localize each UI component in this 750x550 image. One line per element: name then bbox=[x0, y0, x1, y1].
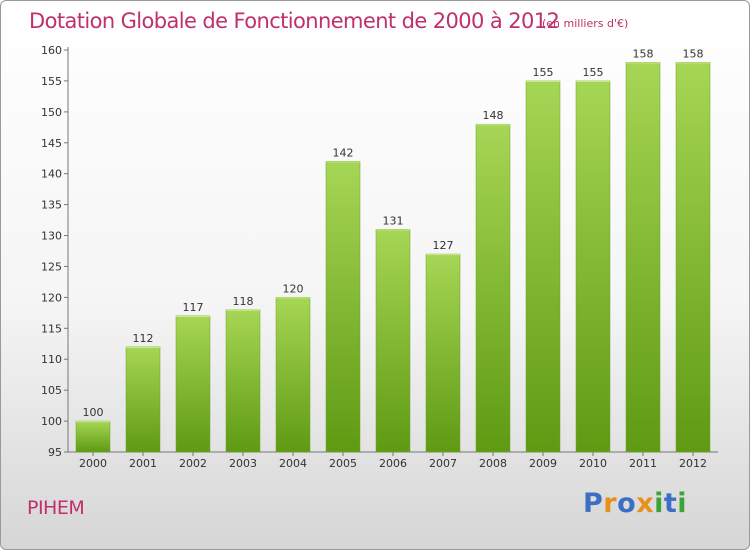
bar-2004 bbox=[275, 297, 311, 453]
y-tick-label: 110 bbox=[41, 353, 62, 366]
bar-2008 bbox=[475, 123, 511, 453]
bar-2007 bbox=[425, 253, 461, 453]
bar-2012 bbox=[675, 62, 711, 453]
x-tick-label: 2008 bbox=[479, 457, 507, 470]
data-label: 131 bbox=[383, 214, 404, 227]
bar-2011 bbox=[625, 62, 661, 453]
y-tick-label: 100 bbox=[41, 415, 62, 428]
chart-axes: 95 100 105 110 115 120 125 130 135 140 145 150 155 16… bbox=[41, 44, 718, 470]
chart-title: Dotation Globale de Fonctionnement de 20… bbox=[29, 9, 560, 33]
y-tick-label: 155 bbox=[41, 75, 62, 88]
proxiti-logo[interactable]: Proxiti bbox=[583, 488, 687, 519]
chart-subtitle: (en milliers d'€) bbox=[542, 17, 629, 30]
data-label: 155 bbox=[583, 66, 604, 79]
logo-letter: i bbox=[677, 488, 688, 519]
x-tick-label: 2010 bbox=[579, 457, 607, 470]
y-tick-label: 95 bbox=[48, 446, 62, 459]
data-label: 127 bbox=[433, 239, 454, 252]
y-tick-label: 105 bbox=[41, 384, 62, 397]
logo-letter: P bbox=[583, 488, 604, 519]
x-tick-label: 2002 bbox=[179, 457, 207, 470]
bar-2010 bbox=[575, 80, 611, 453]
data-label: 117 bbox=[183, 301, 204, 314]
commune-name: PIHEM bbox=[27, 497, 85, 519]
bar-2006 bbox=[375, 229, 411, 453]
data-label: 100 bbox=[83, 406, 104, 419]
logo-letter: x bbox=[636, 488, 655, 519]
data-label: 155 bbox=[533, 66, 554, 79]
y-tick-label: 125 bbox=[41, 260, 62, 273]
bar-2005 bbox=[325, 161, 361, 453]
bar-2000 bbox=[75, 420, 111, 453]
y-tick-label: 135 bbox=[41, 199, 62, 212]
logo-letter: i bbox=[654, 488, 664, 519]
data-label: 120 bbox=[283, 282, 304, 295]
y-tick-label: 145 bbox=[41, 137, 62, 150]
data-label: 158 bbox=[633, 47, 654, 60]
x-tick-label: 2001 bbox=[129, 457, 157, 470]
y-tick-label: 120 bbox=[41, 291, 62, 304]
x-tick-label: 2005 bbox=[329, 457, 357, 470]
data-label: 158 bbox=[683, 47, 704, 60]
x-tick-label: 2004 bbox=[279, 457, 307, 470]
logo-letter: r bbox=[603, 488, 618, 519]
bar-2002 bbox=[175, 315, 211, 453]
x-tick-label: 2011 bbox=[629, 457, 657, 470]
logo-letter: t bbox=[663, 488, 678, 519]
x-tick-label: 2009 bbox=[529, 457, 557, 470]
data-label: 148 bbox=[483, 109, 504, 122]
data-label: 112 bbox=[133, 332, 154, 345]
y-tick-label: 140 bbox=[41, 168, 62, 181]
bar-2001 bbox=[125, 346, 161, 453]
data-label: 142 bbox=[333, 146, 354, 159]
bar-2003 bbox=[225, 309, 261, 453]
y-tick-label: 130 bbox=[41, 230, 62, 243]
y-tick-label: 115 bbox=[41, 322, 62, 335]
y-tick-label: 160 bbox=[41, 44, 62, 57]
bar-series: 100 112 117 118 120 142 131 127 148 155 155 158 158 bbox=[75, 47, 711, 453]
x-tick-label: 2012 bbox=[679, 457, 707, 470]
x-tick-label: 2007 bbox=[429, 457, 457, 470]
bar-2009 bbox=[525, 80, 561, 453]
y-tick-label: 150 bbox=[41, 106, 62, 119]
x-tick-label: 2000 bbox=[79, 457, 107, 470]
x-tick-label: 2003 bbox=[229, 457, 257, 470]
x-tick-label: 2006 bbox=[379, 457, 407, 470]
logo-letter: o bbox=[617, 488, 637, 519]
data-label: 118 bbox=[233, 295, 254, 308]
